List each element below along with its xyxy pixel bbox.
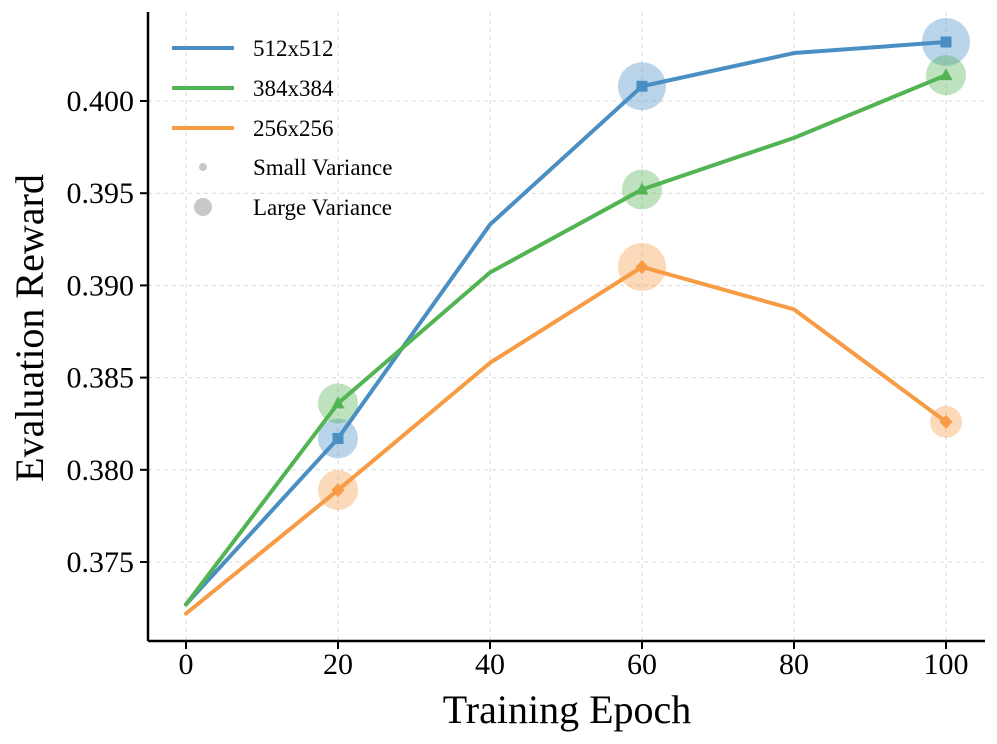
data-point-384x384 bbox=[635, 182, 649, 195]
x-tick-label: 40 bbox=[475, 648, 505, 681]
legend-label-512: 512x512 bbox=[253, 36, 334, 61]
data-point-384x384 bbox=[331, 396, 345, 409]
y-tick-label: 0.385 bbox=[67, 362, 135, 395]
x-tick-label: 60 bbox=[627, 648, 657, 681]
legend-small-variance-dot bbox=[199, 163, 207, 171]
data-point-384x384 bbox=[939, 68, 953, 81]
y-axis-title: Evaluation Reward bbox=[7, 174, 52, 482]
x-tick-label: 100 bbox=[924, 648, 969, 681]
y-tick-label: 0.395 bbox=[67, 177, 135, 210]
y-tick-label: 0.390 bbox=[67, 269, 135, 302]
series-lines bbox=[184, 39, 948, 616]
series-line-512x512 bbox=[184, 39, 948, 607]
grid bbox=[148, 12, 985, 641]
y-tick-label: 0.380 bbox=[67, 454, 135, 487]
x-ticks: 0 20 40 60 80 100 bbox=[179, 641, 969, 681]
data-point-512x512 bbox=[332, 432, 344, 444]
data-point-256x256 bbox=[331, 483, 345, 498]
x-tick-label: 80 bbox=[779, 648, 809, 681]
y-ticks: 0.375 0.380 0.385 0.390 0.395 0.400 bbox=[67, 85, 148, 579]
series-markers bbox=[331, 36, 953, 498]
legend-large-variance-dot bbox=[194, 198, 212, 216]
x-tick-label: 0 bbox=[179, 648, 194, 681]
legend-label-small-variance: Small Variance bbox=[253, 155, 392, 180]
legend-label-large-variance: Large Variance bbox=[253, 195, 392, 220]
legend: 512x512 384x384 256x256 Small Variance L… bbox=[172, 36, 392, 220]
x-axis-title: Training Epoch bbox=[443, 687, 692, 732]
series-line-384x384 bbox=[184, 73, 948, 607]
data-point-512x512 bbox=[636, 80, 648, 92]
y-tick-label: 0.375 bbox=[67, 546, 135, 579]
data-point-256x256 bbox=[939, 414, 953, 429]
x-tick-label: 20 bbox=[323, 648, 353, 681]
series-line-256x256 bbox=[184, 264, 948, 616]
data-point-512x512 bbox=[940, 36, 952, 48]
legend-label-384: 384x384 bbox=[253, 76, 334, 101]
legend-label-256: 256x256 bbox=[253, 116, 334, 141]
data-point-256x256 bbox=[635, 259, 649, 274]
y-tick-label: 0.400 bbox=[67, 85, 135, 118]
